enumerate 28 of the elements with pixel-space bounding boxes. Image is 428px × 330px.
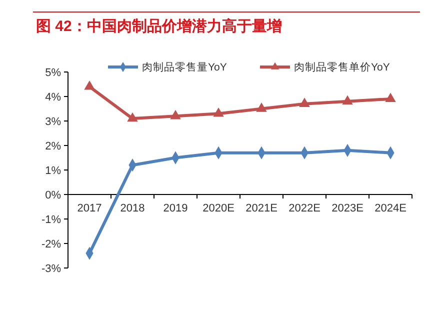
- y-tick-label: 3%: [45, 116, 62, 128]
- point: [127, 112, 138, 122]
- point: [84, 80, 95, 90]
- y-tick-label: -1%: [41, 214, 62, 226]
- point: [299, 98, 310, 107]
- x-tick-label: 2017: [77, 202, 102, 214]
- x-tick-label: 2023E: [332, 202, 364, 214]
- legend-label: 肉制品零售单价YoY: [294, 60, 390, 74]
- point: [385, 92, 396, 102]
- y-tick-label: -2%: [41, 238, 62, 250]
- point: [213, 107, 224, 117]
- point: [256, 102, 267, 112]
- y-tick-label: -3%: [41, 262, 62, 275]
- x-tick-label: 2018: [120, 202, 145, 214]
- x-tick-label: 2021E: [246, 202, 278, 214]
- x-tick-label: 2020E: [202, 202, 234, 214]
- chart-title: 图 42：中国肉制品价增潜力高于量增: [36, 17, 282, 35]
- y-tick-label: 4%: [45, 91, 62, 104]
- point: [342, 95, 353, 104]
- y-tick-label: 0%: [45, 189, 62, 202]
- y-tick-label: 2%: [45, 140, 62, 152]
- x-tick-label: 2022E: [288, 202, 320, 214]
- x-tick-label: 2024E: [374, 202, 406, 214]
- y-tick-label: 5%: [45, 66, 62, 79]
- legend-label: 肉制品零售量YoY: [142, 60, 227, 74]
- y-tick-label: 1%: [45, 164, 62, 177]
- point: [170, 110, 181, 120]
- x-tick-label: 2019: [163, 202, 188, 214]
